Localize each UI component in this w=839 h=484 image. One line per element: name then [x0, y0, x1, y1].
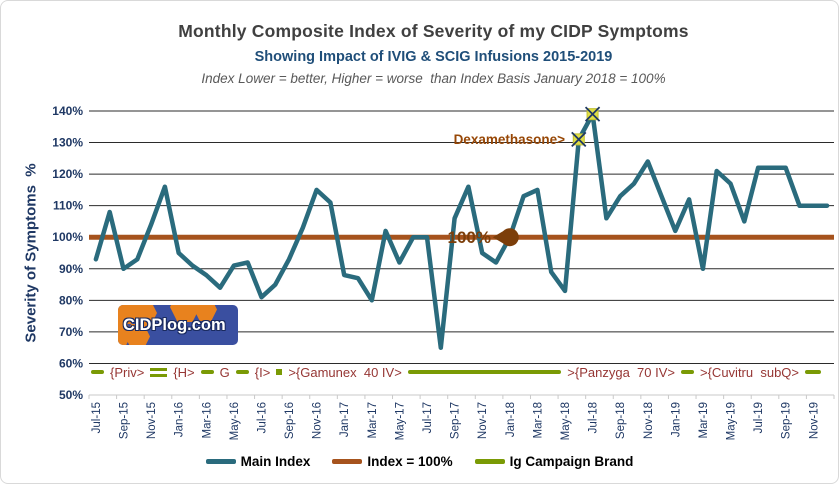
campaign-label: {Priv>	[110, 364, 145, 380]
svg-text:70%: 70%	[59, 325, 83, 339]
annotation-dexamethasone: Dexamethasone>	[453, 132, 565, 147]
svg-text:Mar-17: Mar-17	[367, 402, 379, 438]
svg-text:May-16: May-16	[229, 402, 241, 440]
legend-swatch-index-100	[332, 459, 363, 464]
svg-text:Nov-19: Nov-19	[808, 402, 820, 439]
svg-text:Jul-17: Jul-17	[422, 402, 434, 433]
logo-hexagon	[125, 324, 150, 345]
logo-hexagon	[194, 305, 217, 321]
svg-text:Nov-18: Nov-18	[643, 402, 655, 439]
legend-label: Ig Campaign Brand	[509, 454, 634, 469]
campaign-label: {I>	[254, 364, 271, 380]
svg-text:60%: 60%	[59, 356, 83, 370]
index-100-arrow	[492, 230, 504, 244]
campaign-label: >{Cuvitru subQ>	[700, 364, 799, 380]
logo-hexagon	[170, 305, 200, 322]
logo-text: CIDPlog.com	[123, 316, 226, 334]
campaign-label: G	[219, 364, 230, 380]
campaign-dash	[681, 369, 694, 375]
chart-subtitle: Showing Impact of IVIG & SCIG Infusions …	[254, 49, 613, 65]
legend-label: Index = 100%	[367, 454, 453, 469]
svg-text:Jan-17: Jan-17	[339, 402, 351, 437]
svg-text:Nov-17: Nov-17	[477, 402, 489, 439]
svg-text:Nov-15: Nov-15	[146, 402, 158, 439]
y-axis-labels: 50% 60% 70% 80% 90% 100% 110% 120% 130% 140%	[52, 104, 83, 402]
campaign-line	[407, 369, 562, 375]
svg-text:Jul-18: Jul-18	[588, 402, 600, 433]
legend-swatch-main-index	[205, 459, 236, 464]
svg-text:Jul-16: Jul-16	[256, 402, 268, 433]
legend-swatch-campaign-brand	[474, 459, 505, 464]
chart-title: Monthly Composite Index of Severity of m…	[178, 21, 689, 41]
campaign-dash	[91, 369, 104, 375]
campaign-dash	[200, 369, 214, 375]
svg-text:Jul-19: Jul-19	[753, 402, 765, 433]
svg-text:Mar-16: Mar-16	[201, 402, 213, 438]
dexamethasone-markers	[571, 106, 601, 148]
svg-text:140%: 140%	[52, 104, 83, 118]
svg-text:Sep-18: Sep-18	[615, 402, 627, 439]
campaign-dash-end	[805, 369, 821, 375]
svg-text:Sep-19: Sep-19	[781, 402, 793, 439]
svg-text:50%: 50%	[59, 388, 83, 402]
svg-text:Jan-19: Jan-19	[670, 402, 682, 437]
cidplog-logo[interactable]: CIDPlog.com	[118, 305, 238, 345]
x-axis	[88, 394, 835, 399]
svg-text:Nov-16: Nov-16	[312, 402, 324, 439]
legend: Main Index Index = 100% Ig Campaign Bran…	[1, 454, 838, 469]
svg-text:Sep-17: Sep-17	[450, 402, 462, 439]
svg-text:Mar-19: Mar-19	[698, 402, 710, 438]
campaign-dash	[235, 369, 249, 375]
svg-text:May-17: May-17	[394, 402, 406, 440]
svg-text:110%: 110%	[53, 199, 83, 213]
svg-text:90%: 90%	[59, 262, 83, 276]
y-axis-title: Severity of Symptoms %	[22, 163, 40, 343]
legend-item-index-100: Index = 100%	[332, 454, 453, 469]
svg-text:Mar-18: Mar-18	[532, 402, 544, 438]
legend-label: Main Index	[240, 454, 311, 469]
svg-text:Jan-18: Jan-18	[505, 402, 517, 437]
jan-2018-dot	[500, 228, 519, 247]
legend-item-campaign-brand: Ig Campaign Brand	[474, 454, 634, 469]
svg-text:Sep-15: Sep-15	[118, 402, 130, 439]
ig-campaign-timeline: {Priv> {H> G {I> >{Gamunex 40 IV> >{Panzyga 7…	[91, 363, 821, 381]
chart-header: Monthly Composite Index of Severity of m…	[1, 21, 838, 86]
campaign-label: {H>	[173, 364, 195, 380]
svg-text:100%: 100%	[52, 230, 83, 244]
svg-text:130%: 130%	[52, 136, 83, 150]
campaign-label: >{Gamunex 40 IV>	[288, 364, 402, 380]
svg-text:Jan-16: Jan-16	[174, 402, 186, 437]
campaign-label: >{Panzyga 70 IV>	[567, 364, 675, 380]
legend-item-main-index: Main Index	[205, 454, 311, 469]
svg-text:80%: 80%	[59, 293, 83, 307]
campaign-dash-double	[150, 367, 168, 377]
logo-hexagon	[131, 305, 157, 326]
campaign-square	[276, 369, 283, 375]
svg-text:120%: 120%	[52, 167, 83, 181]
svg-text:May-18: May-18	[560, 402, 572, 440]
chart-tagline: Index Lower = better, Higher = worse tha…	[201, 71, 666, 86]
main-index-line	[93, 111, 830, 350]
x-axis-labels: Jul-15 Sep-15 Nov-15 Jan-16 Mar-16 May-16 Jul-…	[91, 402, 820, 440]
svg-text:May-19: May-19	[726, 402, 738, 440]
svg-text:Sep-16: Sep-16	[284, 402, 296, 439]
annotation-index-100: 100%	[447, 228, 491, 247]
svg-text:Jul-15: Jul-15	[91, 402, 103, 433]
